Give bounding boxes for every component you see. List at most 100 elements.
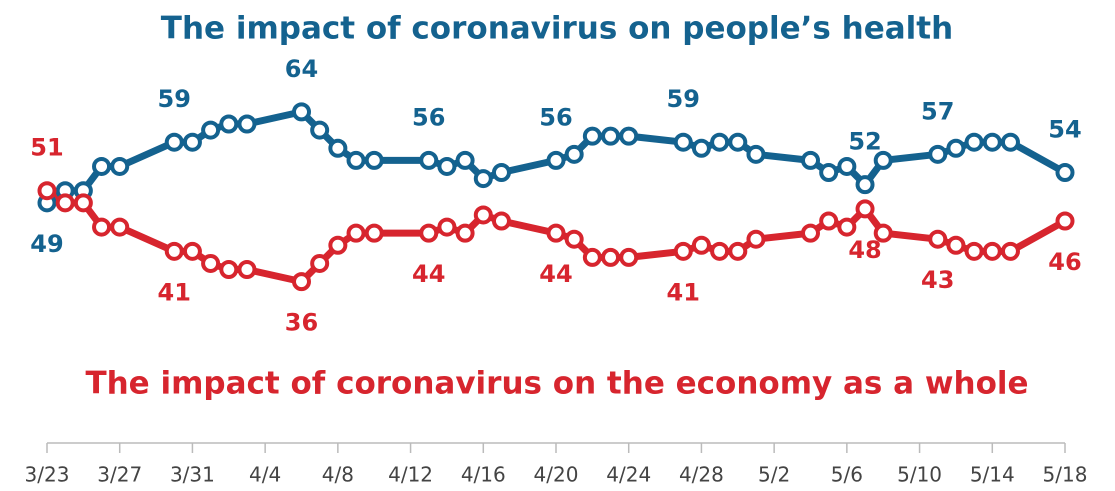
x-tick-label: 5/2 <box>758 463 790 487</box>
point <box>201 120 221 140</box>
point <box>946 235 966 255</box>
point <box>801 223 820 243</box>
point <box>164 241 184 261</box>
point <box>1000 132 1020 152</box>
point <box>182 132 202 152</box>
x-tick-label: 4/16 <box>461 463 506 487</box>
point <box>55 193 75 213</box>
point <box>564 229 584 249</box>
point <box>582 247 602 267</box>
x-tick-label: 3/27 <box>97 463 142 487</box>
point <box>110 217 130 237</box>
point <box>728 132 748 152</box>
point <box>455 150 475 170</box>
value-label: 48 <box>848 236 881 264</box>
point <box>110 156 130 176</box>
point <box>546 150 566 170</box>
point <box>564 144 584 164</box>
x-tick-label: 5/6 <box>831 463 863 487</box>
point <box>691 235 711 255</box>
point <box>437 217 457 237</box>
point <box>728 241 748 261</box>
point <box>346 223 366 243</box>
point <box>582 126 602 146</box>
point <box>928 144 948 164</box>
point <box>491 163 511 182</box>
series-name: The impact of coronavirus on people’s he… <box>161 11 953 47</box>
x-tick-label: 4/4 <box>249 463 281 487</box>
point <box>419 223 439 243</box>
point <box>182 241 202 261</box>
point <box>437 156 457 176</box>
x-tick-label: 3/23 <box>25 463 70 487</box>
value-label: 44 <box>412 260 445 288</box>
point <box>219 260 239 279</box>
point <box>310 120 330 140</box>
value-label: 59 <box>667 85 700 113</box>
point <box>837 156 857 176</box>
x-tick-label: 4/20 <box>534 463 579 487</box>
value-label: 43 <box>921 266 954 294</box>
point <box>237 114 257 134</box>
point <box>746 229 766 249</box>
series-name: The impact of coronavirus on the economy… <box>85 366 1028 402</box>
point <box>837 217 857 237</box>
value-label: 52 <box>848 128 881 156</box>
x-tick-label: 3/31 <box>170 463 215 487</box>
point <box>92 156 112 176</box>
point <box>855 175 875 195</box>
point <box>164 132 184 152</box>
point <box>673 241 693 261</box>
point <box>855 199 875 219</box>
x-tick-label: 4/24 <box>606 463 651 487</box>
point <box>873 223 893 243</box>
value-label: 46 <box>1048 248 1081 276</box>
point <box>1055 211 1075 231</box>
point <box>292 102 311 122</box>
point <box>982 241 1002 261</box>
point <box>801 150 820 170</box>
point <box>946 138 966 158</box>
point <box>364 223 384 243</box>
point <box>473 169 493 189</box>
point <box>219 114 239 134</box>
point <box>419 150 439 170</box>
point <box>928 229 948 249</box>
point <box>491 211 511 231</box>
point <box>92 217 112 237</box>
value-label: 57 <box>921 97 954 125</box>
point <box>237 260 257 279</box>
x-tick-label: 4/8 <box>322 463 354 487</box>
value-label: 49 <box>30 230 63 258</box>
value-label: 56 <box>539 103 572 131</box>
point <box>710 132 730 152</box>
value-label: 59 <box>158 85 191 113</box>
point <box>982 132 1002 152</box>
point <box>201 253 221 273</box>
x-tick-label: 4/28 <box>679 463 724 487</box>
point <box>73 193 93 213</box>
x-tick-label: 5/18 <box>1043 463 1088 487</box>
point <box>1055 163 1075 182</box>
x-tick-label: 5/14 <box>970 463 1015 487</box>
point <box>310 253 330 273</box>
value-label: 64 <box>285 55 318 83</box>
value-label: 54 <box>1048 116 1081 144</box>
point <box>691 138 711 158</box>
value-label: 56 <box>412 103 445 131</box>
point <box>964 241 984 261</box>
x-tick-label: 5/10 <box>897 463 942 487</box>
point <box>619 247 639 267</box>
value-label: 41 <box>158 278 191 306</box>
point <box>819 163 839 182</box>
point <box>37 181 57 201</box>
point <box>346 150 366 170</box>
point <box>819 211 839 231</box>
point <box>619 126 639 146</box>
point <box>673 132 693 152</box>
point <box>328 235 348 255</box>
x-tick-label: 4/12 <box>388 463 433 487</box>
point <box>746 144 766 164</box>
